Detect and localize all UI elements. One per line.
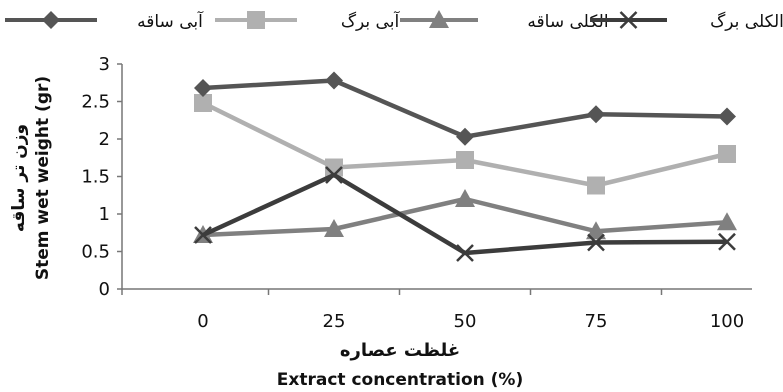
legend-item: الکلی ساقه (400, 10, 609, 32)
data-point (587, 233, 605, 252)
data-point (586, 221, 606, 240)
series-diamond (194, 71, 736, 146)
x-tick-label: 0 (197, 311, 208, 332)
data-point (194, 94, 212, 112)
series-layer (193, 71, 737, 262)
data-point (325, 71, 343, 90)
legend-label: الکلی ساقه (527, 12, 608, 32)
y-tick-label: 1.5 (81, 167, 110, 188)
legend-marker (42, 11, 60, 29)
x-tick-label: 25 (323, 311, 346, 332)
data-point (194, 79, 212, 97)
y-tick-label: 3 (99, 54, 110, 75)
legend-marker (619, 11, 638, 29)
data-point (325, 166, 343, 184)
legend-label: آبی ساقه (137, 10, 204, 32)
x-axis-label-persian: غلظت عصاره (340, 340, 460, 361)
series-square (194, 94, 736, 195)
data-point (456, 244, 474, 262)
data-point (587, 176, 605, 195)
legend-marker (247, 11, 265, 29)
legend-label: الکلی برگ (710, 11, 783, 32)
y-axis-label-persian: وزن تر ساقه (9, 124, 29, 232)
legend-marker (429, 10, 449, 28)
legend-item: الکلی برگ (590, 11, 783, 32)
data-point (456, 127, 474, 146)
legend-item: آبی برگ (215, 10, 400, 32)
data-point (455, 189, 475, 207)
plot-area: 0 0.5 1 1.5 2 2.5 3 0 25 50 75 100 (81, 54, 752, 332)
x-ticks: 0 25 50 75 100 (121, 289, 744, 332)
x-axis-label-english: Extract concentration (%) (277, 370, 523, 390)
x-tick-label: 100 (710, 311, 744, 332)
y-tick-label: 0 (99, 279, 110, 300)
data-point (324, 219, 344, 237)
x-tick-label: 75 (585, 311, 608, 332)
data-point (587, 105, 605, 124)
y-axis-label-english: Stem wet weight (gr) (33, 76, 53, 280)
data-point (717, 212, 737, 231)
y-tick-label: 2.5 (81, 92, 110, 113)
data-point (456, 151, 474, 169)
data-point (718, 145, 736, 163)
legend-label: آبی برگ (341, 10, 401, 32)
y-tick-label: 1 (99, 204, 110, 225)
series-x (194, 166, 736, 262)
legend: آبی ساقه آبی برگ الکلی ساقه الکلی برگ (5, 10, 783, 32)
data-point (194, 226, 212, 244)
legend-item: آبی ساقه (5, 10, 204, 32)
series-line (202, 172, 728, 256)
y-tick-label: 0.5 (81, 242, 110, 263)
data-point (718, 232, 736, 251)
data-point (718, 107, 736, 126)
series-triangle (193, 189, 737, 243)
y-tick-label: 2 (99, 129, 110, 150)
x-tick-label: 50 (454, 311, 477, 332)
y-ticks: 0 0.5 1 1.5 2 2.5 3 (81, 54, 122, 300)
